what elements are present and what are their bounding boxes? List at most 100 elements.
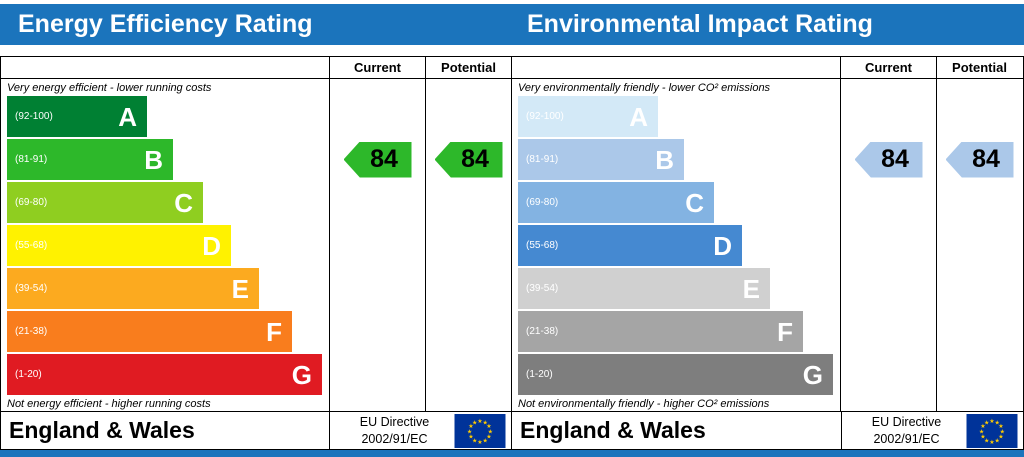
band-letter-label: E xyxy=(231,273,249,304)
bottom-note: Not energy efficient - higher running co… xyxy=(7,398,211,410)
band-row-F: (21-38) F xyxy=(7,310,329,353)
svg-text:★: ★ xyxy=(488,428,494,435)
eu-flag-icon: ★ ★★ ★★★ ★★★ ★★★ xyxy=(454,413,506,448)
svg-text:★: ★ xyxy=(468,423,474,430)
band-bar-C: (69-80) C xyxy=(7,182,203,223)
eu-flag-icon: ★ ★★ ★★★ ★★★ ★★★ xyxy=(966,413,1018,448)
eu-directive-text: EU Directive 2002/91/EC xyxy=(847,414,966,447)
potential-column-header: Potential xyxy=(936,57,1022,78)
svg-text:★: ★ xyxy=(994,419,1000,426)
band-row-A: (92-100) A xyxy=(518,95,840,138)
band-row-D: (55-68) D xyxy=(518,224,840,267)
eu-directive-line2: 2002/91/EC xyxy=(361,431,428,446)
svg-text:★: ★ xyxy=(989,417,995,424)
band-range-label: (92-100) xyxy=(526,111,564,122)
band-range-label: (39-54) xyxy=(526,283,559,294)
footer: England & Wales EU Directive 2002/91/EC … xyxy=(512,411,1023,449)
svg-text:★: ★ xyxy=(477,438,483,445)
svg-text:★: ★ xyxy=(467,428,473,435)
column-header-row: Current Potential xyxy=(1,57,511,79)
band-range-label: (69-80) xyxy=(526,197,559,208)
region-label: England & Wales xyxy=(9,417,195,443)
current-column: 84 xyxy=(840,79,936,411)
band-range-label: (1-20) xyxy=(15,369,42,380)
band-bar-D: (55-68) D xyxy=(7,225,231,266)
svg-text:★: ★ xyxy=(979,428,985,435)
potential-rating-arrow: 84 xyxy=(434,141,503,178)
band-letter-label: C xyxy=(685,187,704,218)
chart-body: Very energy efficient - lower running co… xyxy=(1,79,511,411)
svg-text:★: ★ xyxy=(472,419,478,426)
current-column: 84 xyxy=(329,79,425,411)
eu-directive-text: EU Directive 2002/91/EC xyxy=(335,414,454,447)
band-row-A: (92-100) A xyxy=(7,95,329,138)
svg-text:★: ★ xyxy=(472,437,478,444)
chart-body: Very environmentally friendly - lower CO… xyxy=(512,79,1023,411)
band-range-label: (69-80) xyxy=(15,197,48,208)
band-range-label: (21-38) xyxy=(526,326,559,337)
svg-text:★: ★ xyxy=(998,423,1004,430)
eu-directive-line1: EU Directive xyxy=(359,415,430,430)
band-range-label: (81-91) xyxy=(526,154,559,165)
svg-text:★: ★ xyxy=(998,433,1004,440)
top-note: Very energy efficient - lower running co… xyxy=(7,82,212,94)
band-range-label: (39-54) xyxy=(15,283,48,294)
band-row-C: (69-80) C xyxy=(7,181,329,224)
eu-directive: EU Directive 2002/91/EC ★ ★ ★ ★ ★ ★ ★ ★ ★ ★ ★ ★ xyxy=(841,412,1023,449)
band-row-C: (69-80) C xyxy=(518,181,840,224)
band-letter-label: E xyxy=(742,273,760,304)
band-bar-D: (55-68) D xyxy=(518,225,742,266)
svg-text:★: ★ xyxy=(984,437,990,444)
band-bar-G: (1-20) G xyxy=(7,354,322,395)
svg-text:★: ★ xyxy=(980,423,986,430)
potential-column: 84 xyxy=(425,79,511,411)
potential-column: 84 xyxy=(936,79,1022,411)
title-gap xyxy=(0,45,1024,56)
svg-text:★: ★ xyxy=(482,419,488,426)
band-letter-label: A xyxy=(629,101,648,132)
band-scale: Very energy efficient - lower running co… xyxy=(1,79,329,411)
band-row-F: (21-38) F xyxy=(518,310,840,353)
potential-rating-arrow: 84 xyxy=(945,141,1014,178)
svg-text:★: ★ xyxy=(980,433,986,440)
header-spacer xyxy=(512,57,840,78)
eu-directive: EU Directive 2002/91/EC ★ ★ ★ ★ ★ ★ ★ ★ ★ ★ ★ ★ xyxy=(329,412,511,449)
bands: (92-100) A (81-91) B (69-80) C (55-68) D (39-54)… xyxy=(512,95,840,396)
band-bar-A: (92-100) A xyxy=(7,96,147,137)
column-header-row: Current Potential xyxy=(512,57,1023,79)
band-range-label: (21-38) xyxy=(15,326,48,337)
band-bar-E: (39-54) E xyxy=(7,268,259,309)
band-letter-label: A xyxy=(118,101,137,132)
band-range-label: (81-91) xyxy=(15,154,48,165)
environmental-rating-title: Environmental Impact Rating xyxy=(527,10,873,38)
band-row-E: (39-54) E xyxy=(518,267,840,310)
band-row-D: (55-68) D xyxy=(7,224,329,267)
current-rating-arrow: 84 xyxy=(854,141,923,178)
band-row-G: (1-20) G xyxy=(7,353,329,396)
epc-charts: Current Potential Very energy efficient … xyxy=(0,56,1024,450)
band-row-E: (39-54) E xyxy=(7,267,329,310)
band-bar-F: (21-38) F xyxy=(518,311,803,352)
band-range-label: (92-100) xyxy=(15,111,53,122)
svg-text:★: ★ xyxy=(486,433,492,440)
current-column-header: Current xyxy=(329,57,425,78)
band-letter-label: C xyxy=(174,187,193,218)
footer: England & Wales EU Directive 2002/91/EC … xyxy=(1,411,511,449)
band-row-B: (81-91) B xyxy=(7,138,329,181)
eu-directive-line1: EU Directive xyxy=(871,415,942,430)
band-letter-label: G xyxy=(291,359,312,390)
header-spacer xyxy=(1,57,329,78)
svg-text:★: ★ xyxy=(477,417,483,424)
energy-rating-title: Energy Efficiency Rating xyxy=(18,10,313,38)
band-range-label: (55-68) xyxy=(526,240,559,251)
svg-text:★: ★ xyxy=(468,433,474,440)
bottom-strip xyxy=(0,450,1024,457)
environmental-impact-panel: Current Potential Very environmentally f… xyxy=(512,56,1024,450)
band-bar-B: (81-91) B xyxy=(518,139,684,180)
band-bar-C: (69-80) C xyxy=(518,182,714,223)
band-letter-label: F xyxy=(266,316,282,347)
band-bar-G: (1-20) G xyxy=(518,354,833,395)
title-bar: Energy Efficiency Rating Environmental I… xyxy=(0,4,1024,45)
band-bar-E: (39-54) E xyxy=(518,268,770,309)
band-row-B: (81-91) B xyxy=(518,138,840,181)
